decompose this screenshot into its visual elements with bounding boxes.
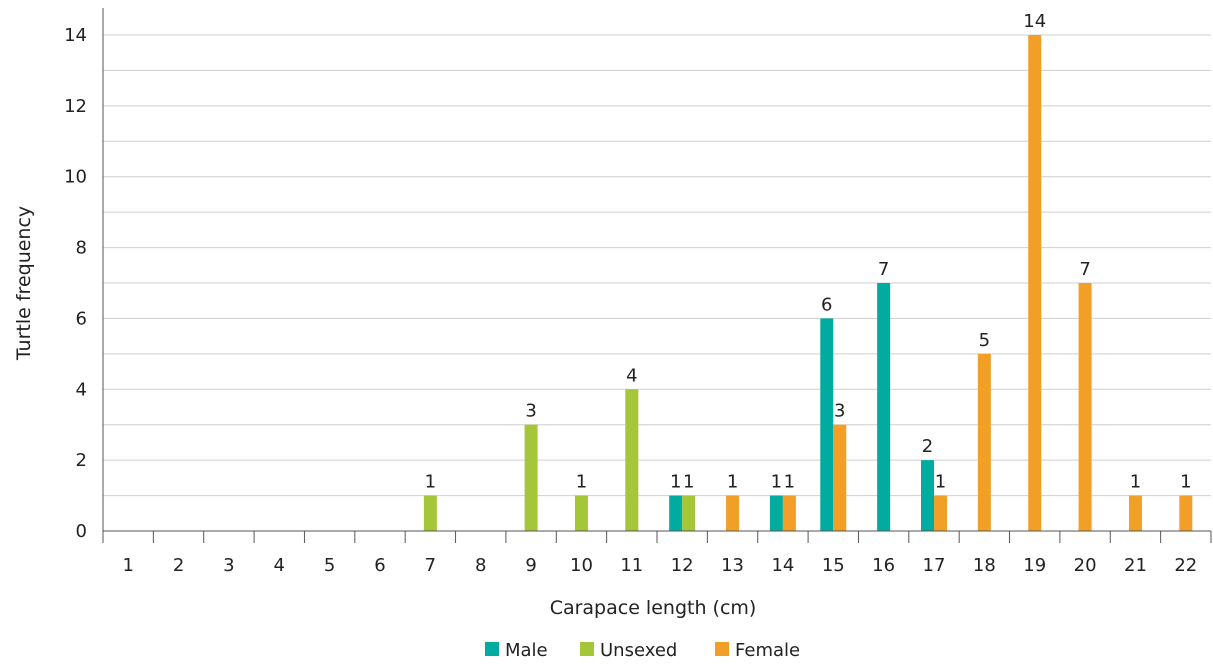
x-tick-label: 3 (223, 555, 234, 576)
y-tick-label: 14 (64, 25, 87, 46)
x-tick-label: 5 (324, 555, 335, 576)
bar-unsexed (682, 495, 696, 531)
y-tick-label: 0 (76, 521, 87, 542)
bar-female (726, 495, 740, 531)
x-tick-label: 11 (620, 555, 643, 576)
data-label: 2 (922, 436, 933, 457)
bar-female (833, 424, 847, 531)
x-tick-labels: 1 2 3 4 5 6 7 8 9 10 11 12 13 14 15 16 17 18 19 20 21 22 (122, 555, 1197, 576)
y-tick-label: 6 (76, 308, 87, 329)
legend-swatch-male (485, 642, 499, 656)
x-tick-label: 19 (1023, 555, 1046, 576)
bar-female (1028, 35, 1042, 531)
bar-male (769, 495, 783, 531)
bar-male (669, 495, 683, 531)
legend-swatch-unsexed (580, 642, 594, 656)
bar-unsexed (625, 389, 639, 531)
data-label: 1 (784, 472, 795, 493)
data-label: 1 (727, 472, 738, 493)
x-tick-label: 7 (425, 555, 436, 576)
data-label: 1 (1130, 472, 1141, 493)
y-tick-label: 12 (64, 96, 87, 117)
y-tick-labels: 0 2 4 6 8 10 12 14 (64, 25, 87, 542)
bar-female (934, 495, 947, 531)
legend-label-male: Male (505, 640, 548, 661)
bar-unsexed (423, 495, 437, 531)
bar-male (921, 460, 934, 531)
y-axis-title: Turtle frequency (13, 206, 35, 361)
y-tick-label: 10 (64, 167, 87, 188)
data-label: 1 (1180, 472, 1191, 493)
data-label: 14 (1023, 11, 1046, 32)
x-tick-label: 12 (671, 555, 694, 576)
bar-unsexed (574, 495, 588, 531)
gridlines (103, 34, 1211, 497)
data-label: 7 (878, 259, 889, 280)
x-tick-label: 16 (872, 555, 895, 576)
bar-female (782, 495, 796, 531)
bar-female (1128, 495, 1142, 531)
x-tick-label: 1 (122, 555, 133, 576)
x-tick-label: 20 (1074, 555, 1097, 576)
data-label: 5 (979, 330, 990, 351)
data-label: 7 (1079, 259, 1090, 280)
x-tick-label: 10 (570, 555, 593, 576)
data-label: 3 (525, 401, 536, 422)
bar-female (1078, 283, 1092, 531)
x-tick-label: 13 (721, 555, 744, 576)
bar-female (977, 353, 991, 531)
data-label: 1 (683, 472, 694, 493)
x-tick-label: 6 (374, 555, 385, 576)
bar-male (877, 283, 891, 531)
x-tick-label: 17 (923, 555, 946, 576)
x-tick-label: 9 (525, 555, 536, 576)
y-tick-label: 2 (76, 450, 87, 471)
x-tick-label: 8 (475, 555, 486, 576)
x-tick-label: 4 (274, 555, 285, 576)
x-tick-label: 15 (822, 555, 845, 576)
x-axis-title: Carapace length (cm) (550, 597, 757, 619)
data-label: 1 (576, 472, 587, 493)
data-label: 1 (670, 472, 681, 493)
x-tick-label: 14 (771, 555, 794, 576)
data-label: 1 (425, 472, 436, 493)
x-tick-label: 21 (1124, 555, 1147, 576)
data-label: 1 (935, 472, 946, 493)
legend-label-unsexed: Unsexed (600, 640, 677, 661)
data-label: 1 (771, 472, 782, 493)
x-tick-label: 22 (1174, 555, 1197, 576)
bar-male (820, 318, 834, 531)
legend-swatch-female (715, 642, 729, 656)
data-label: 4 (626, 365, 637, 386)
x-tick-label: 18 (973, 555, 996, 576)
bar-female (1179, 495, 1193, 531)
legend-label-female: Female (735, 640, 800, 661)
bars (423, 35, 1193, 531)
data-label: 3 (834, 401, 845, 422)
y-tick-label: 4 (76, 379, 87, 400)
bar-unsexed (524, 424, 538, 531)
x-tick-label: 2 (173, 555, 184, 576)
y-tick-label: 8 (76, 238, 87, 259)
data-label: 6 (821, 294, 832, 315)
legend: Male Unsexed Female (485, 640, 800, 661)
axes (102, 8, 1212, 543)
